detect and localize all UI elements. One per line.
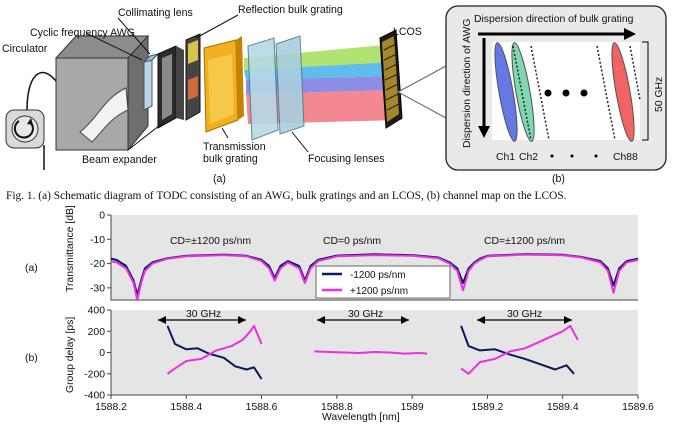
channel-ch88 [611, 42, 635, 142]
plot-b-ytick-label: 200 [88, 327, 106, 338]
plot-b-ytick-label: 400 [88, 306, 106, 317]
label-beam-expander: Beam expander [82, 154, 157, 166]
plot-a-ytick-label: -10 [90, 235, 105, 246]
plot-a-ylabel: Transmittance [dB] [65, 205, 76, 292]
schematic-panel-a: Circulator Cyclic frequency AWG Collimat… [2, 4, 447, 185]
plot-b-ylabel: Group delay [ps] [65, 317, 76, 393]
bracket-50ghz [642, 41, 649, 141]
circulator-arrow-icon [13, 120, 34, 139]
plot-a-tag: (a) [25, 263, 38, 274]
plot-b-xtick-label: 1588.6 [246, 402, 278, 413]
plot-b-xtick-label: 1589.6 [622, 402, 654, 413]
plot-b-series-line [314, 350, 428, 355]
plot-a-annotation-3: CD=±1200 ps/nm [484, 236, 565, 247]
figure-caption: Fig. 1. (a) Schematic diagram of TODC co… [6, 190, 567, 202]
plot-b-xlabel: Wavelength [nm] [322, 412, 400, 423]
label-transmission-grating-2: bulk grating [203, 153, 258, 165]
transmission-grating [203, 36, 244, 133]
plot-b-xtick-label: 1589.4 [547, 402, 579, 413]
plot-a-ytick-label: 0 [99, 211, 105, 222]
plot-transmittance: 0 -10 -20 -30 CD=±1200 ps/nm CD=0 ps/nm CD=… [25, 205, 639, 301]
legend-label-pos: +1200 ps/nm [350, 286, 408, 297]
plot-a-legend: -1200 ps/nm +1200 ps/nm [315, 265, 451, 299]
legend-label-neg: -1200 ps/nm [350, 270, 406, 281]
plot-a-series-line [110, 253, 639, 301]
plot-b-xtick-label: 1588.4 [170, 402, 202, 413]
plot-b-annotation-1: 30 GHz [186, 309, 221, 320]
lcos [379, 29, 403, 129]
plot-b-ytick-label: -200 [84, 369, 105, 380]
plot-b-series-line [460, 325, 575, 375]
label-dispersion-vertical: Dispersion direction of AWG [462, 18, 473, 148]
label-ch88: Ch88 [613, 152, 638, 163]
beam-expander [157, 45, 184, 129]
channel-map-panel-b: Dispersion direction of bulk grating Dis… [445, 5, 667, 185]
plot-b-xtick-label: 1588.2 [95, 402, 127, 413]
label-50ghz: 50 GHz [654, 77, 665, 112]
panel-tag-a: (a) [213, 173, 226, 185]
label-circulator: Circulator [2, 43, 48, 55]
plot-b-series [166, 324, 579, 380]
plot-b-annotation-2: 30 GHz [348, 309, 383, 320]
plot-b-series-line [460, 324, 579, 375]
plot-a-ytick-label: -20 [90, 259, 105, 270]
label-ch1: Ch1 [496, 152, 515, 163]
channel-ch1 [494, 42, 518, 142]
span-arrows: 30 GHz 30 GHz 30 GHz [158, 309, 572, 324]
plot-b-tag: (b) [25, 353, 38, 364]
plot-a-axis-left [110, 215, 638, 301]
label-lcos: LCOS [393, 26, 422, 38]
plot-b-xtick-label: 1589.2 [472, 402, 504, 413]
plot-a-annotation-1: CD=±1200 ps/nm [170, 236, 251, 247]
awg-block [54, 34, 150, 152]
plot-a-ticks: 0 -10 -20 -30 [90, 211, 111, 294]
plot-a-ytick-label: -30 [90, 283, 105, 294]
plot-b-series-line [166, 325, 263, 380]
label-collimating-lens: Collimating lens [118, 7, 193, 19]
label-awg: Cyclic frequency AWG [30, 27, 135, 39]
plot-b-annotation-3: 30 GHz [507, 309, 542, 320]
label-dispersion-horizontal: Dispersion direction of bulk grating [474, 14, 634, 25]
label-focusing-lenses: Focusing lenses [308, 153, 385, 165]
plot-b-xtick-label: 1588.8 [321, 402, 353, 413]
reflection-grating [185, 33, 201, 121]
collimating-lens [142, 53, 160, 111]
plot-b-ytick-label: -400 [84, 391, 105, 402]
label-transmission-grating-1: Transmission [203, 141, 266, 153]
label-ch2: Ch2 [519, 152, 538, 163]
plot-b-xtick-label: 1589 [401, 402, 424, 413]
plot-a-series [110, 253, 639, 301]
circulator [5, 109, 45, 149]
panel-tag-b: (b) [552, 173, 565, 185]
plot-b-ytick-label: 0 [99, 348, 105, 359]
focusing-lenses [247, 35, 305, 141]
plot-a-annotation-2: CD=0 ps/nm [323, 236, 381, 247]
plot-b-series-line [166, 324, 263, 375]
label-reflection-grating: Reflection bulk grating [238, 4, 343, 16]
